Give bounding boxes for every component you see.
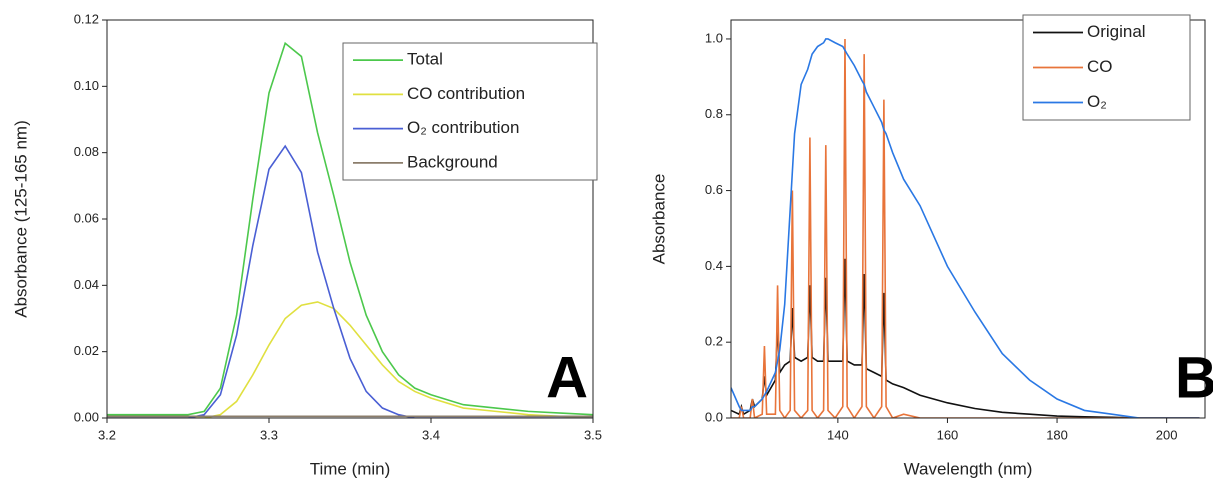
y-tick-label: 0.00 (74, 409, 99, 424)
x-tick-label: 3.3 (260, 427, 278, 442)
x-tick-label: 160 (937, 427, 959, 442)
plot-frame (730, 19, 1206, 419)
x-axis-title: Wavelength (nm) (904, 459, 1033, 478)
legend-label: O₂ contribution (407, 118, 519, 137)
y-tick-label: 0.08 (74, 144, 99, 159)
legend-label: Background (407, 152, 498, 171)
series-line (107, 144, 593, 418)
series-line (107, 41, 593, 416)
y-tick-label: 1.0 (705, 30, 723, 45)
legend-label: O₂ (1087, 92, 1107, 111)
legend-box (342, 42, 598, 181)
legend-label: CO contribution (407, 84, 525, 103)
y-axis-title: Absorbance (649, 174, 668, 265)
y-tick-label: 0.12 (74, 11, 99, 26)
y-tick-label: 0.2 (705, 334, 723, 349)
series-line (731, 38, 1200, 418)
legend-label: Original (1087, 22, 1146, 41)
x-tick-label: 3.5 (584, 427, 602, 442)
y-tick-label: 0.4 (705, 258, 723, 273)
x-tick-label: 200 (1156, 427, 1178, 442)
y-tick-label: 0.10 (74, 78, 99, 93)
y-tick-label: 0.0 (705, 409, 723, 424)
y-tick-label: 0.02 (74, 343, 99, 358)
legend-label: CO (1087, 57, 1113, 76)
y-axis-title: Absorbance (125-165 nm) (11, 120, 30, 318)
series-line (731, 258, 1200, 418)
panel-label: B (1175, 345, 1213, 410)
x-tick-label: 3.2 (98, 427, 116, 442)
y-tick-label: 0.8 (705, 106, 723, 121)
plot-frame (106, 19, 594, 419)
series-line (731, 38, 1200, 418)
panel-label: A (546, 345, 588, 410)
y-tick-label: 0.06 (74, 210, 99, 225)
legend-label: Total (407, 50, 443, 69)
x-tick-label: 180 (1046, 427, 1068, 442)
y-tick-label: 0.6 (705, 182, 723, 197)
y-tick-label: 0.04 (74, 277, 99, 292)
x-tick-label: 140 (827, 427, 849, 442)
x-tick-label: 3.4 (422, 427, 440, 442)
x-axis-title: Time (min) (310, 459, 391, 478)
